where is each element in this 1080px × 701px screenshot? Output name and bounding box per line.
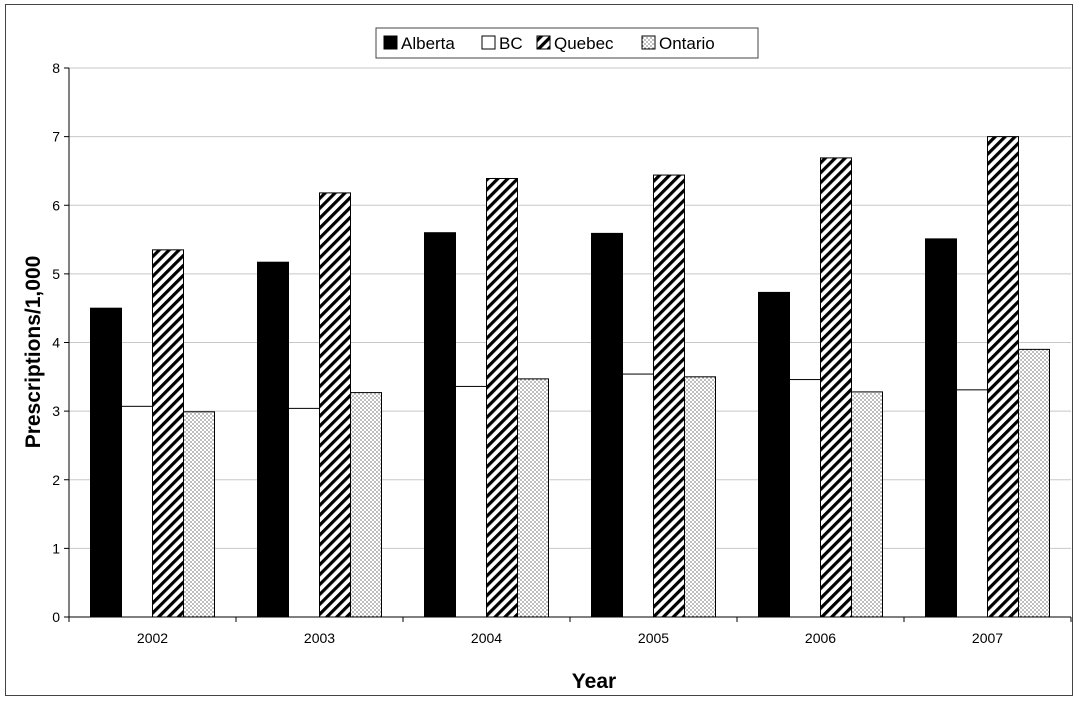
bar-alberta-2006 — [758, 291, 790, 618]
bar-bc-2005 — [622, 373, 654, 618]
bar-ontario-2003 — [350, 392, 382, 618]
legend-label-alberta: Alberta — [401, 34, 455, 53]
bar-alberta-2003 — [257, 261, 289, 618]
chart-svg: 0 1 2 3 4 5 6 7 8 2002 2003 2004 2005 2006 2007 Albert… — [22, 27, 1072, 693]
bar-quebec-2003 — [319, 192, 351, 618]
bars-layer — [90, 136, 1050, 618]
bar-bc-2002 — [121, 405, 153, 618]
bar-bc-2006 — [789, 379, 821, 618]
bar-bc-2007 — [956, 389, 988, 618]
bar-ontario-2007 — [1018, 348, 1050, 618]
bar-quebec-2006 — [820, 157, 852, 618]
bar-quebec-2005 — [653, 174, 685, 618]
y-tick-label: 4 — [52, 335, 60, 351]
x-tick-label: 2006 — [805, 630, 836, 646]
legend-swatch-alberta — [383, 35, 398, 50]
bar-ontario-2004 — [517, 378, 549, 618]
y-tick-label: 5 — [52, 266, 60, 282]
x-tick-label: 2003 — [304, 630, 335, 646]
legend-label-quebec: Quebec — [554, 34, 614, 53]
axis-layer: 0 1 2 3 4 5 6 7 8 2002 2003 2004 2005 2006 2007 — [52, 60, 1072, 646]
bar-quebec-2002 — [152, 249, 184, 618]
y-tick-label: 3 — [52, 403, 60, 419]
bar-bc-2004 — [455, 385, 487, 618]
bar-quebec-2007 — [987, 136, 1019, 618]
legend-label-ontario: Ontario — [659, 34, 715, 53]
x-tick-label: 2002 — [137, 630, 168, 646]
x-axis-title: Year — [572, 670, 616, 693]
x-tick-label: 2007 — [972, 630, 1003, 646]
bar-ontario-2002 — [183, 411, 215, 618]
bar-alberta-2007 — [925, 238, 957, 618]
x-tick-label: 2005 — [638, 630, 669, 646]
chart-frame: 0 1 2 3 4 5 6 7 8 2002 2003 2004 2005 2006 2007 Albert… — [5, 4, 1073, 696]
y-tick-label: 0 — [52, 609, 60, 625]
x-tick-label: 2004 — [471, 630, 502, 646]
legend-label-bc: BC — [499, 34, 523, 53]
bar-ontario-2006 — [851, 391, 883, 618]
y-tick-label: 6 — [52, 197, 60, 213]
bar-alberta-2002 — [90, 307, 122, 618]
bar-alberta-2005 — [591, 232, 623, 618]
bar-ontario-2005 — [684, 376, 716, 618]
y-tick-label: 7 — [52, 129, 60, 145]
y-axis-title: Prescriptions/1,000 — [22, 256, 45, 449]
y-tick-label: 8 — [52, 60, 60, 76]
legend-swatch-bc — [481, 35, 496, 50]
bar-alberta-2004 — [424, 232, 456, 618]
grid-layer — [69, 67, 1071, 549]
legend-swatch-quebec — [536, 35, 551, 50]
bar-quebec-2004 — [486, 177, 518, 618]
legend: Alberta BC Quebec Ontario — [375, 27, 759, 59]
bar-bc-2003 — [288, 407, 320, 618]
legend-swatch-ontario — [641, 35, 656, 50]
y-tick-label: 1 — [52, 540, 60, 556]
y-tick-label: 2 — [52, 472, 60, 488]
legend-box — [375, 27, 759, 59]
